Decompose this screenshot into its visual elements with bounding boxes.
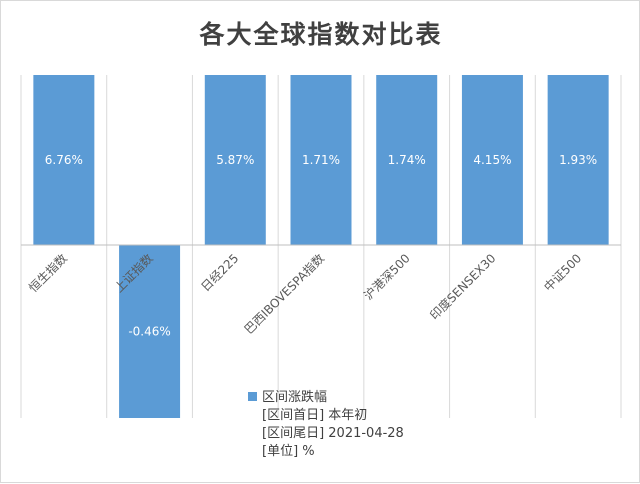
category-label: 恒生指数 xyxy=(25,251,70,296)
data-label: 1.71% xyxy=(302,153,340,167)
legend-swatch xyxy=(248,392,257,401)
bar xyxy=(290,75,352,245)
bar xyxy=(33,75,95,245)
chart-title: 各大全球指数对比表 xyxy=(198,20,442,49)
category-label: 印度SENSEX30 xyxy=(427,251,499,323)
data-label: 6.76% xyxy=(45,153,83,167)
legend-series-name: 区间涨跌幅 xyxy=(262,389,327,405)
bar xyxy=(547,75,609,245)
category-label: 巴西IBOVESPA指数 xyxy=(241,251,327,337)
bar-series: 6.76% -0.46% 5.87% 1.71% 1.74% 4.15% 1.93% xyxy=(33,75,609,418)
bar xyxy=(376,75,438,245)
data-label: 1.93% xyxy=(559,153,597,167)
data-label: 1.74% xyxy=(388,153,426,167)
bar xyxy=(204,75,266,245)
bar xyxy=(461,75,523,245)
bar xyxy=(119,245,181,418)
data-label: 5.87% xyxy=(216,153,254,167)
grid-lines xyxy=(20,75,622,418)
category-label: 沪港深500 xyxy=(361,251,413,303)
data-label: 4.15% xyxy=(473,153,511,167)
category-label: 日经225 xyxy=(198,251,241,294)
category-axis: 恒生指数 上证指数 日经225 巴西IBOVESPA指数 沪港深500 印度SENSEX3… xyxy=(21,244,621,337)
category-label: 中证500 xyxy=(540,251,584,295)
legend-note: [区间尾日] 2021-04-28 xyxy=(262,426,404,441)
legend-note: [单位] % xyxy=(262,444,315,459)
data-label: -0.46% xyxy=(128,325,170,339)
legend: 区间涨跌幅 [区间首日] 本年初 [区间尾日] 2021-04-28 [单位] % xyxy=(248,389,404,459)
legend-note: [区间首日] 本年初 xyxy=(262,408,367,423)
